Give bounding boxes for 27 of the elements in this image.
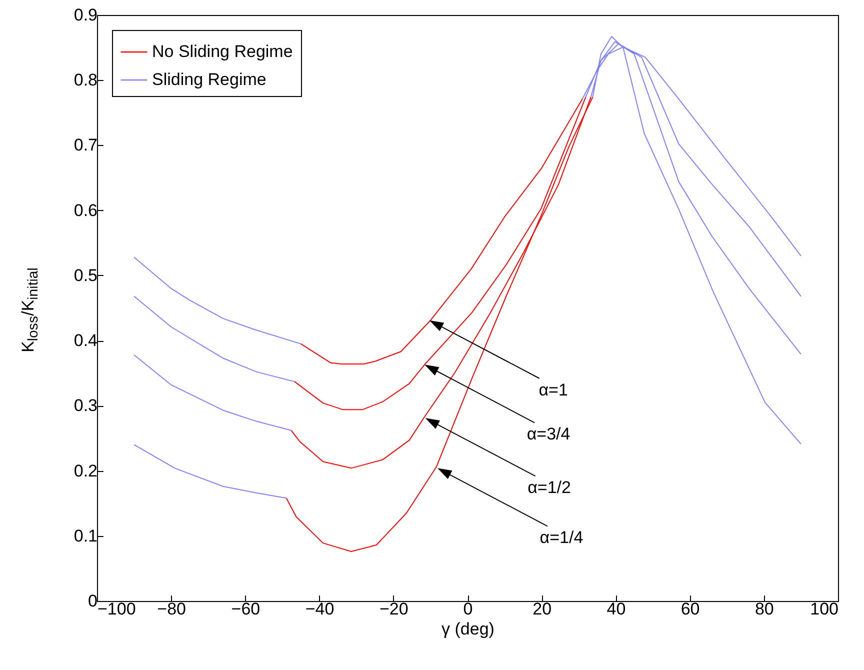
y-tick-label: 0.2 — [74, 461, 98, 480]
x-tick-label: −100 — [98, 600, 136, 618]
y-tick-label: 0.4 — [74, 331, 98, 350]
y-tick-label: 0.8 — [74, 70, 98, 90]
x-tick-label: 40 — [606, 600, 626, 618]
x-tick-label: −60 — [231, 600, 260, 618]
y-tick-label: 0.6 — [74, 200, 98, 220]
x-tick-label: 100 — [810, 600, 838, 618]
annotation: α=1 — [538, 380, 568, 400]
x-axis-title: γ (deg) — [442, 620, 494, 638]
y-tick-label: 0.3 — [74, 396, 98, 416]
annotation: α=3/4 — [526, 424, 570, 444]
x-tick-label: 80 — [754, 600, 774, 618]
legend-label: No Sliding Regime — [152, 42, 293, 61]
x-tick-label: −20 — [379, 600, 408, 618]
x-tick-label: 20 — [532, 600, 552, 618]
x-tick-label: −40 — [305, 600, 334, 618]
annotation: α=1/2 — [528, 478, 571, 498]
x-tick-label: 60 — [680, 600, 700, 618]
x-tick-label: −80 — [157, 600, 186, 618]
x-tick-label: 0 — [463, 600, 473, 618]
y-tick-label: 0.7 — [74, 136, 98, 155]
annotation: α=1/4 — [540, 528, 584, 548]
y-tick-label: 0.9 — [74, 6, 98, 24]
y-tick-label: 0.1 — [74, 526, 98, 546]
legend-label: Sliding Regime — [152, 70, 266, 89]
y-tick-label: 0.5 — [74, 266, 98, 285]
